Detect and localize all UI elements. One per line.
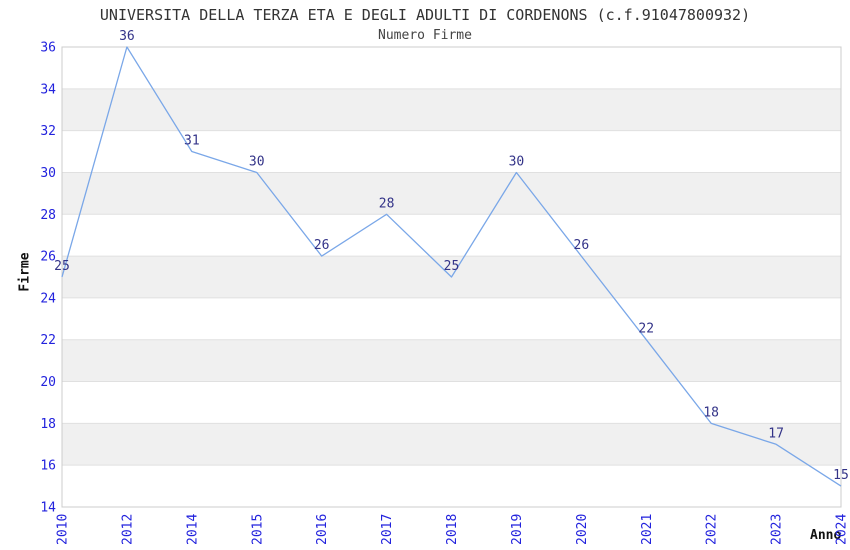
x-tick-label: 2022: [705, 514, 720, 545]
x-axis-title: Anno: [810, 528, 842, 543]
x-tick-label: 2010: [56, 514, 71, 545]
y-tick-label: 18: [40, 417, 56, 432]
x-tick-label: 2017: [380, 514, 395, 545]
x-tick-label: 2023: [770, 514, 785, 545]
y-tick-label: 24: [40, 291, 56, 306]
x-tick-label: 2020: [575, 514, 590, 545]
point-label: 17: [768, 426, 784, 441]
y-tick-label: 26: [40, 250, 56, 265]
point-label: 22: [638, 322, 654, 337]
y-tick-label: 28: [40, 208, 56, 223]
point-label: 28: [379, 196, 395, 211]
point-label: 26: [314, 238, 330, 253]
point-label: 36: [119, 29, 135, 44]
x-tick-label: 2012: [120, 514, 135, 545]
point-label: 31: [184, 134, 200, 149]
x-tick-label: 2015: [250, 514, 265, 545]
point-label: 25: [444, 259, 460, 274]
point-label: 30: [249, 154, 265, 169]
point-label: 15: [833, 468, 849, 483]
x-tick-label: 2019: [510, 514, 525, 545]
x-tick-label: 2014: [185, 514, 200, 545]
y-tick-label: 22: [40, 333, 56, 348]
point-label: 18: [703, 405, 719, 420]
point-label: 25: [54, 259, 70, 274]
y-tick-label: 16: [40, 459, 56, 474]
x-tick-label: 2018: [445, 514, 460, 545]
x-tick-label: 2016: [315, 514, 330, 545]
plot-band: [62, 423, 841, 466]
y-tick-label: 32: [40, 124, 56, 139]
point-label: 30: [509, 154, 525, 169]
chart-subtitle: Numero Firme: [378, 28, 472, 43]
y-tick-label: 14: [40, 501, 56, 516]
data-line: [61, 46, 842, 487]
x-tick-label: 2024: [835, 514, 850, 545]
plot-band: [62, 172, 841, 215]
point-label: 26: [574, 238, 590, 253]
plot-band: [62, 339, 841, 382]
y-tick-label: 30: [40, 166, 56, 181]
y-tick-label: 34: [40, 82, 56, 97]
y-tick-label: 36: [40, 41, 56, 56]
plot-band: [62, 88, 841, 131]
x-tick-label: 2021: [640, 514, 655, 545]
y-tick-label: 20: [40, 375, 56, 390]
chart-title: UNIVERSITA DELLA TERZA ETA E DEGLI ADULT…: [99, 6, 751, 24]
